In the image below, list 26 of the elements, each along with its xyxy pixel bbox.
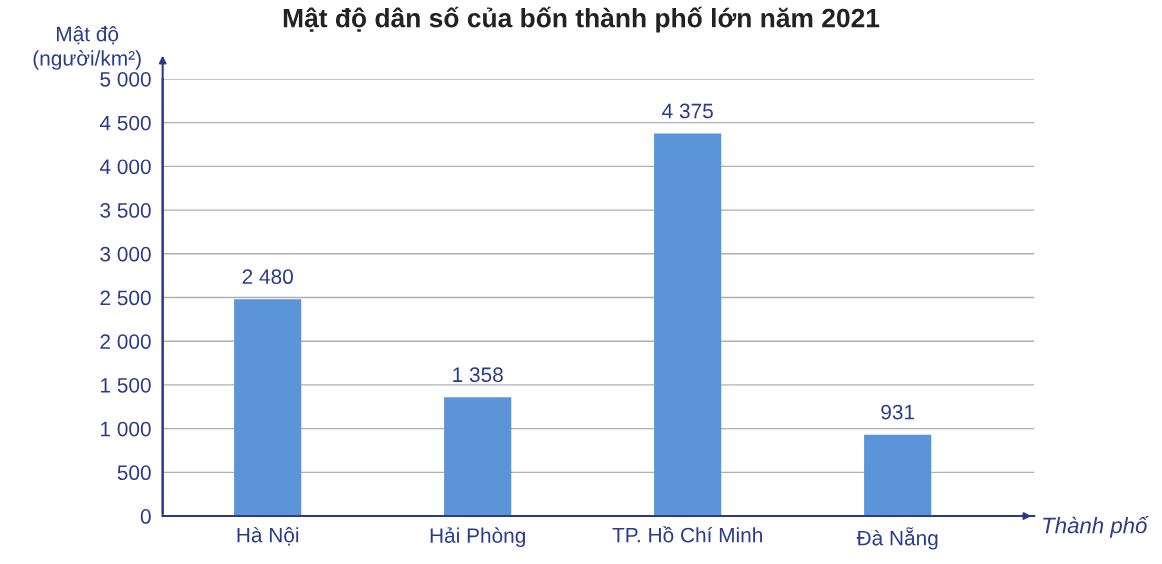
y-tick-label: 500 [117, 465, 151, 481]
x-tick-label: Đà Nẵng [856, 527, 938, 550]
y-tick-label: 3 000 [100, 246, 151, 262]
y-tick-label: 2 000 [100, 334, 151, 349]
bar [444, 397, 512, 517]
bar [654, 133, 722, 517]
y-axis-title: Mật độ (người/km²) [33, 26, 141, 70]
x-tick-label: Hà Nội [237, 526, 299, 546]
chart-title: Mật độ dân số của bốn thành phố lớn năm 2021 [283, 6, 880, 33]
data-label: 931 [881, 404, 915, 420]
y-tick-label: 0 [140, 509, 151, 524]
y-tick-label: 5 000 [100, 71, 151, 87]
data-label: 4 375 [662, 103, 713, 119]
bar [234, 299, 302, 517]
bar [864, 434, 932, 517]
y-tick-label: 1 000 [101, 421, 151, 437]
y-tick-label: 2 500 [100, 290, 151, 306]
y-tick-label: 4 500 [99, 115, 151, 131]
x-tick-label: TP. Hồ Chí Minh [612, 526, 762, 543]
x-tick-label: Hải Phòng [430, 527, 525, 548]
y-tick-label: 4 000 [99, 159, 151, 175]
y-tick-label: 3 500 [100, 203, 151, 218]
data-label: 1 358 [453, 367, 503, 383]
x-axis-title: Thành phố [1043, 516, 1149, 538]
y-tick-label: 1 500 [101, 377, 151, 393]
data-label: 2 480 [242, 269, 293, 285]
